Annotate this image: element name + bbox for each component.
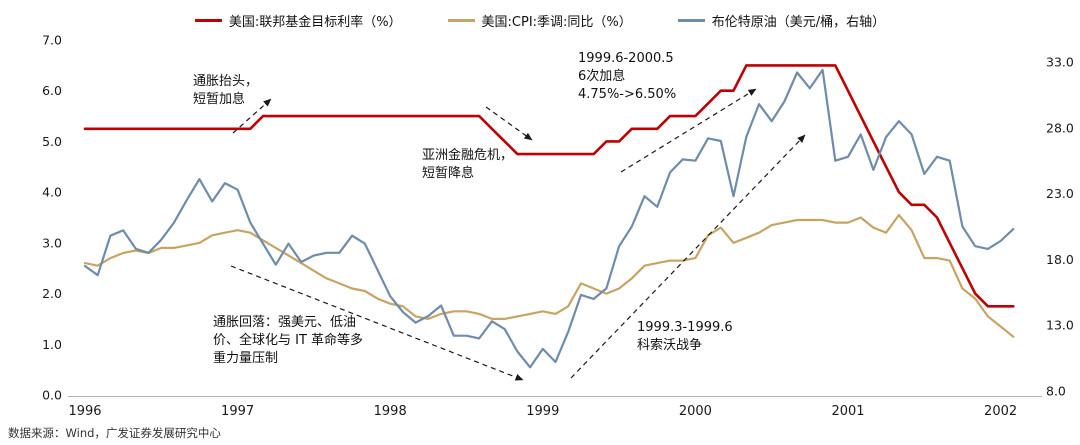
svg-text:2.0: 2.0 <box>42 286 62 301</box>
svg-text:6.0: 6.0 <box>42 83 62 98</box>
svg-text:23.0: 23.0 <box>1046 186 1074 201</box>
svg-text:28.0: 28.0 <box>1046 120 1074 135</box>
chart-plot: 0.0 1.0 2.0 3.0 4.0 5.0 6.0 7.0 8.0 13.0 18.0 23.0 2… <box>42 33 1074 420</box>
legend-item-cpi: 美国:CPI:季调:同比（%） <box>447 11 632 30</box>
svg-text:13.0: 13.0 <box>1046 318 1074 333</box>
svg-text:5.0: 5.0 <box>42 134 62 149</box>
svg-text:2000: 2000 <box>679 404 712 419</box>
legend-label-cpi: 美国:CPI:季调:同比（%） <box>481 15 632 30</box>
svg-text:1999: 1999 <box>526 404 559 419</box>
annotation-kosovo-war: 1999.3-1999.6 科索沃战争 <box>637 320 733 353</box>
svg-text:18.0: 18.0 <box>1046 252 1074 267</box>
annotation-inflation-pickup: 通胀抬头， 短暂加息 <box>193 74 259 107</box>
annotation-asian-financial-crisis: 亚洲金融危机， 短暂降息 <box>422 148 514 181</box>
svg-text:1996: 1996 <box>68 404 101 419</box>
svg-text:1.0: 1.0 <box>42 337 62 352</box>
legend-label-fed-funds: 美国:联邦基金目标利率（%） <box>228 15 402 30</box>
cpi-line-swatch <box>447 19 475 22</box>
svg-text:3.0: 3.0 <box>42 235 62 250</box>
source-note: 数据来源：Wind，广发证券发展研究中心 <box>8 426 221 440</box>
legend-label-brent: 布伦特原油（美元/桶，右轴） <box>711 15 886 30</box>
svg-text:0.0: 0.0 <box>42 388 62 403</box>
svg-text:7.0: 7.0 <box>42 33 62 48</box>
svg-text:2002: 2002 <box>984 404 1017 419</box>
legend: 美国:联邦基金目标利率（%） 美国:CPI:季调:同比（%） 布伦特原油（美元/… <box>0 11 1080 30</box>
svg-text:1997: 1997 <box>221 404 254 419</box>
svg-text:4.0: 4.0 <box>42 185 62 200</box>
legend-item-brent: 布伦特原油（美元/桶，右轴） <box>677 11 886 30</box>
annotation-rate-hikes-1999-2000: 1999.6-2000.5 6次加息 4.75%->6.50% <box>578 51 677 102</box>
fed-funds-line-swatch <box>194 19 222 22</box>
brent-line-swatch <box>677 19 705 22</box>
legend-item-fed-funds-rate: 美国:联邦基金目标利率（%） <box>194 11 402 30</box>
svg-text:2001: 2001 <box>831 404 864 419</box>
svg-text:1998: 1998 <box>374 404 407 419</box>
annotation-inflation-decline: 通胀回落：强美元、低油 价、全球化与 IT 革命等多 重力量压制 <box>213 315 364 366</box>
svg-text:8.0: 8.0 <box>1046 384 1066 399</box>
svg-text:33.0: 33.0 <box>1046 55 1074 70</box>
